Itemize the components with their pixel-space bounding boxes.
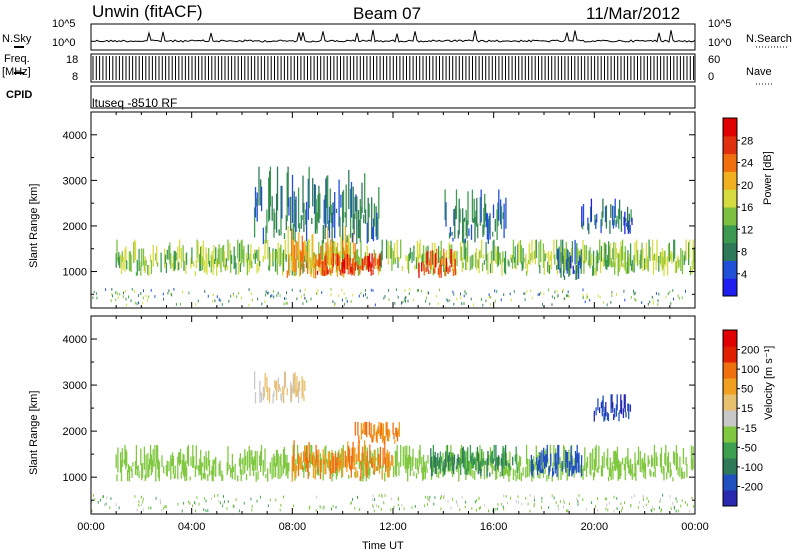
y-tick-label: 4000	[63, 334, 87, 346]
colorbar-tick-label: 12	[741, 224, 753, 236]
colorbar-segment	[723, 207, 737, 226]
colorbar-segment	[723, 442, 737, 459]
colorbar-frame	[722, 329, 738, 507]
colorbar-tick-label: 100	[741, 364, 759, 376]
power-data-region	[316, 253, 381, 277]
cpid-value: ltuseq -8510 RF	[92, 96, 178, 110]
nave-tick-bottom: 0	[708, 71, 715, 83]
noise-trace	[90, 29, 696, 43]
y-tick-label: 3000	[63, 175, 87, 187]
colorbar-tick-label: -15	[741, 423, 757, 435]
x-tick-label: 16:00	[480, 521, 508, 533]
y-tick-label: 2000	[63, 426, 87, 438]
colorbar-segment	[723, 242, 737, 261]
colorbar-tick-label: 4	[741, 269, 747, 281]
noise-tick-top-left: 10^5	[52, 18, 76, 30]
y-tick-label: 2000	[63, 221, 87, 233]
near-range-scatter	[92, 288, 686, 307]
power-data-region	[444, 189, 507, 244]
noise-tick-bottom-left: 10^0	[52, 37, 76, 49]
nsearch-label: N.Search	[746, 33, 792, 45]
noise-tick-top-right: 10^5	[708, 18, 732, 30]
velocity-data-region	[291, 440, 394, 482]
x-tick-label: 04:00	[178, 521, 206, 533]
velocity-data-region	[593, 394, 632, 422]
colorbar-segment	[723, 224, 737, 244]
noise-tick-bottom-right: 10^0	[708, 37, 732, 49]
power-data-region	[253, 166, 380, 245]
y-tick-label: 1000	[63, 267, 87, 279]
power-data-region	[115, 239, 696, 276]
nave-tick-top: 60	[708, 54, 721, 66]
station-title: Unwin (fitACF)	[92, 2, 203, 21]
x-tick-label: 00:00	[681, 521, 709, 533]
colorbar-segment	[723, 171, 737, 190]
y-tick-label: 1000	[63, 472, 87, 484]
xlabel: Time UT	[362, 540, 404, 552]
date-title: 11/Mar/2012	[586, 4, 681, 23]
colorbar-segment	[723, 189, 737, 208]
velocity-data-region	[354, 421, 400, 445]
colorbar-segment	[723, 378, 737, 395]
velocity-data-region	[530, 444, 583, 477]
colorbar-segment	[723, 474, 737, 491]
colorbar-segment	[723, 135, 737, 155]
colorbar-segment	[723, 394, 737, 411]
colorbar-segment	[723, 153, 737, 172]
freq-tick-bottom: 8	[72, 71, 79, 83]
freq-label: Freq.	[4, 53, 30, 65]
power-data-region	[581, 198, 633, 235]
colorbar-tick-label: 16	[741, 202, 753, 214]
velocity-data-region	[253, 371, 306, 404]
velocity-data-region	[115, 444, 694, 482]
velocity-data-region	[430, 444, 518, 477]
beam-title: Beam 07	[353, 4, 422, 23]
colorbar-segment	[723, 410, 737, 427]
x-tick-label: 20:00	[581, 521, 609, 533]
colorbar-segment	[723, 458, 737, 475]
power-data-region	[555, 239, 582, 281]
x-tick-label: 08:00	[279, 521, 307, 533]
freq-tick-top: 18	[66, 54, 79, 66]
power-panel-frame	[90, 111, 696, 309]
colorbar-segment	[723, 260, 737, 279]
nsky-label: N.Sky	[2, 33, 32, 45]
colorbar-tick-label: 20	[741, 180, 753, 192]
noise-panel-frame	[90, 23, 696, 51]
freq-panel-frame	[90, 53, 696, 83]
freq-trace	[92, 56, 695, 80]
x-tick-label: 12:00	[379, 521, 407, 533]
colorbar-tick-label: 28	[741, 135, 753, 147]
colorbar-segment	[723, 118, 737, 137]
nave-label: Nave	[746, 66, 772, 78]
colorbar-tick-label: 24	[741, 158, 753, 170]
y-tick-label: 4000	[63, 130, 87, 142]
y-tick-label: 3000	[63, 380, 87, 392]
colorbar-segment	[723, 362, 737, 379]
colorbar-tick-label: 200	[741, 345, 759, 357]
colorbar-tick-label: -200	[741, 481, 763, 493]
colorbar-tick-label: 50	[741, 384, 753, 396]
x-tick-label: 00:00	[77, 521, 105, 533]
colorbar-tick-label: 8	[741, 247, 747, 259]
near-range-scatter	[91, 493, 694, 513]
colorbar-segment	[723, 490, 737, 507]
colorbar-tick-label: 15	[741, 403, 753, 415]
colorbar-tick-label: -50	[741, 442, 757, 454]
cpid-panel-frame	[90, 85, 696, 109]
colorbar-segment	[723, 346, 737, 363]
power-data-region	[418, 248, 456, 278]
colorbar-segment	[723, 426, 737, 443]
colorbar-tick-label: -100	[741, 462, 763, 474]
cpid-label: CPID	[6, 89, 33, 101]
colorbar-segment	[723, 278, 737, 297]
colorbar-segment	[723, 330, 737, 347]
